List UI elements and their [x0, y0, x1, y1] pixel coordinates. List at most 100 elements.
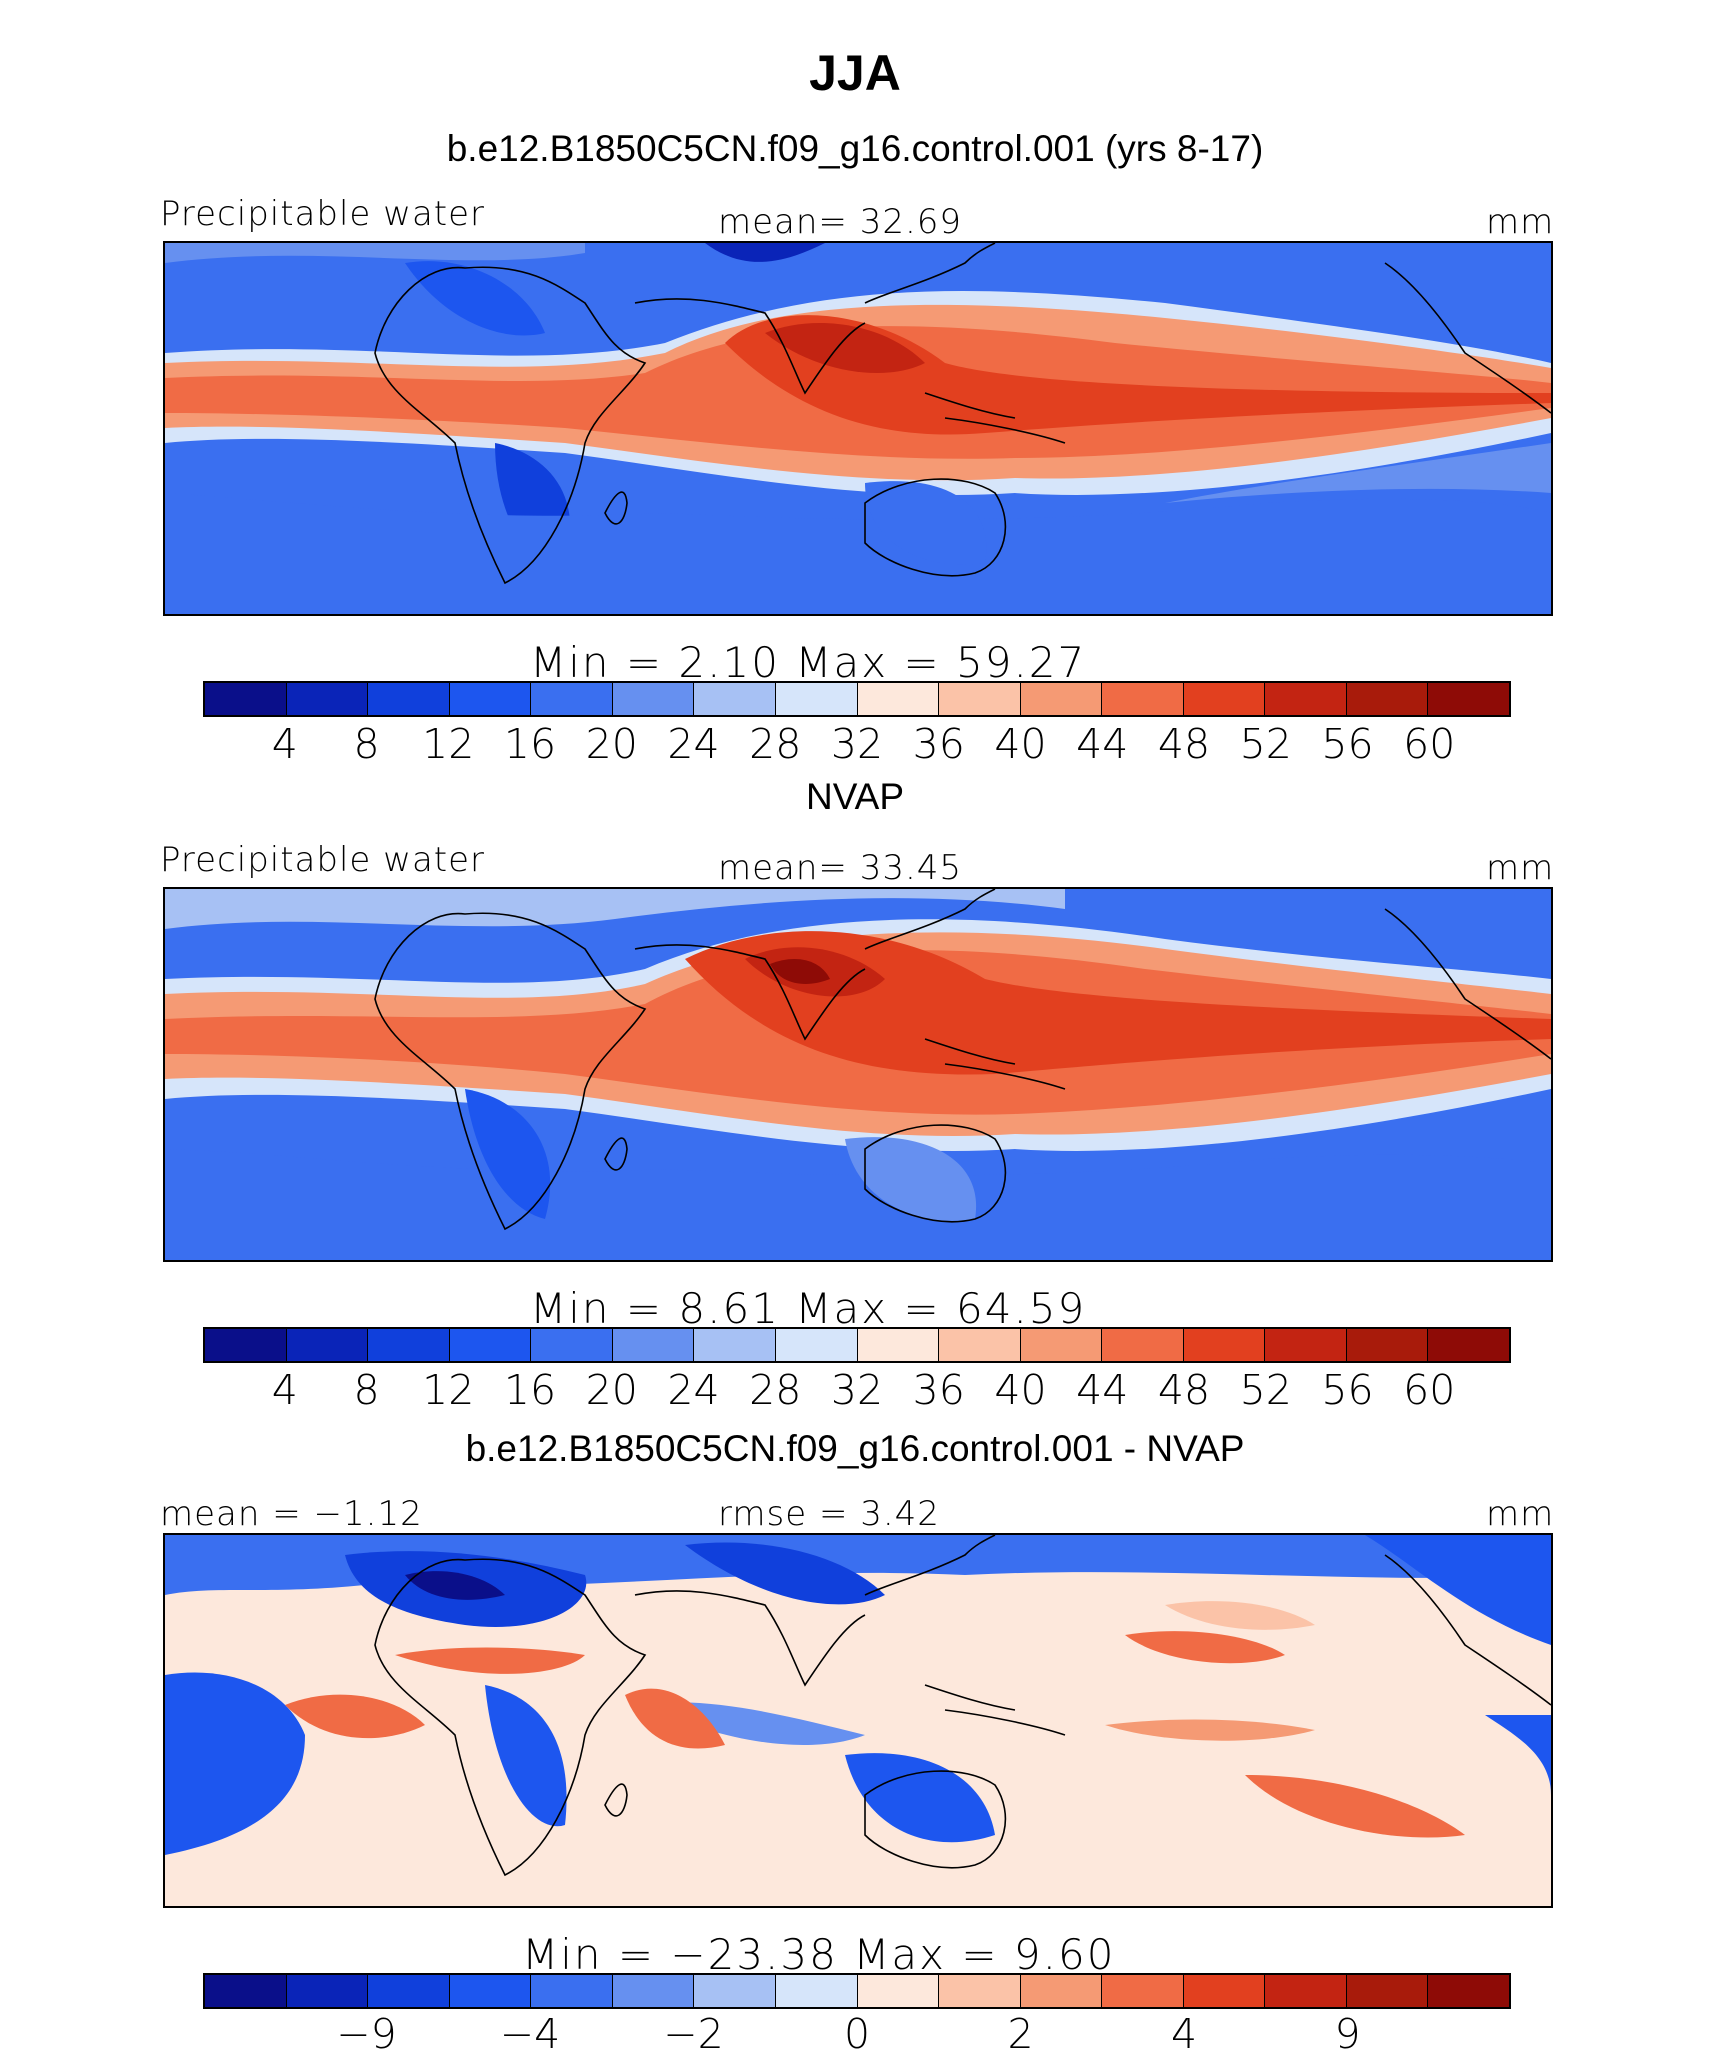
- colorbar-tick-label: 16: [503, 720, 557, 768]
- colorbar-segment: [775, 683, 858, 715]
- colorbar-tick-label: 28: [749, 720, 802, 768]
- colorbar-segment: [939, 1329, 1021, 1361]
- colorbar-segment: [1265, 683, 1347, 715]
- colorbar-segment: [1346, 683, 1429, 715]
- colorbar-tick-label: 36: [912, 720, 965, 768]
- colorbar-segment: [612, 1329, 695, 1361]
- panel-3-units: mm: [1486, 1494, 1555, 1534]
- panel-1-subtitle: b.e12.B1850C5CN.f09_g16.control.001 (yrs…: [446, 128, 1264, 169]
- colorbar-tick-label: 40: [994, 720, 1047, 768]
- colorbar-tick-label: 36: [912, 1366, 965, 1414]
- colorbar-segment: [1265, 1975, 1347, 2007]
- colorbar-segment: [1102, 1329, 1184, 1361]
- colorbar-tick-label: 2: [1007, 2010, 1034, 2058]
- colorbar-tick-label: 8: [353, 1366, 380, 1414]
- colorbar-tick-label: 4: [271, 1366, 298, 1414]
- panel-2-subtitle: NVAP: [805, 776, 904, 817]
- colorbar-segment: [531, 1975, 613, 2007]
- colorbar-segment: [531, 683, 613, 715]
- colorbar-segment: [857, 683, 940, 715]
- colorbar-segment: [205, 1329, 287, 1361]
- colorbar-segment: [694, 683, 776, 715]
- colorbar-tick-label: −4: [499, 2010, 561, 2058]
- colorbar-tick-label: 44: [1076, 720, 1129, 768]
- colorbar-segment: [857, 1975, 940, 2007]
- colorbar-tick-label: 60: [1403, 1366, 1456, 1414]
- panel-3-map: [163, 1533, 1553, 1908]
- colorbar-tick-label: 20: [585, 1366, 638, 1414]
- colorbar-segment: [1183, 1975, 1266, 2007]
- colorbar-segment: [1346, 1975, 1429, 2007]
- colorbar-tick-label: 60: [1403, 720, 1456, 768]
- panel-2-minmax: Min = 8.61 Max = 64.59: [530, 1284, 1087, 1333]
- panel-1-mean-label: mean= 32.69: [718, 202, 963, 242]
- colorbar-tick-label: −2: [663, 2010, 724, 2058]
- colorbar-tick-label: 56: [1321, 1366, 1374, 1414]
- panel-1-colorbar: [203, 681, 1511, 717]
- colorbar-tick-label: 44: [1076, 1366, 1129, 1414]
- colorbar-tick-label: 32: [830, 1366, 884, 1414]
- colorbar-tick-label: 4: [271, 720, 298, 768]
- colorbar-segment: [1020, 1975, 1103, 2007]
- colorbar-segment: [1428, 1975, 1509, 2007]
- colorbar-tick-label: 0: [843, 2010, 871, 2058]
- colorbar-tick-label: 12: [422, 720, 475, 768]
- colorbar-tick-label: 32: [830, 720, 884, 768]
- colorbar-segment: [368, 683, 450, 715]
- panel-3-minmax: Min = −23.38 Max = 9.60: [522, 1930, 1116, 1979]
- colorbar-segment: [1020, 683, 1103, 715]
- colorbar-tick-label: 24: [667, 1366, 720, 1414]
- colorbar-tick-label: 48: [1157, 1366, 1211, 1414]
- colorbar-segment: [531, 1329, 613, 1361]
- panel-2-map: [163, 887, 1553, 1262]
- colorbar-segment: [368, 1329, 450, 1361]
- colorbar-segment: [775, 1975, 858, 2007]
- colorbar-segment: [612, 683, 695, 715]
- colorbar-segment: [694, 1329, 776, 1361]
- colorbar-segment: [449, 1975, 532, 2007]
- colorbar-segment: [939, 683, 1021, 715]
- panel-1-units: mm: [1486, 202, 1555, 242]
- colorbar-segment: [286, 1975, 369, 2007]
- main-title: JJA: [809, 45, 901, 101]
- colorbar-segment: [1102, 683, 1184, 715]
- colorbar-tick-label: 4: [1170, 2010, 1198, 2058]
- colorbar-tick-label: 28: [749, 1366, 802, 1414]
- colorbar-segment: [368, 1975, 450, 2007]
- colorbar-segment: [205, 1975, 287, 2007]
- colorbar-tick-label: 8: [353, 720, 380, 768]
- colorbar-segment: [1183, 683, 1266, 715]
- panel-2-colorbar: [203, 1327, 1511, 1363]
- colorbar-segment: [449, 683, 532, 715]
- panel-1-map: [163, 241, 1553, 616]
- colorbar-segment: [1265, 1329, 1347, 1361]
- colorbar-tick-label: 52: [1239, 720, 1292, 768]
- colorbar-tick-label: 48: [1157, 720, 1211, 768]
- panel-2-units: mm: [1486, 848, 1555, 888]
- colorbar-segment: [286, 683, 369, 715]
- colorbar-segment: [1428, 683, 1509, 715]
- panel-1-variable-label: Precipitable water: [160, 194, 486, 234]
- colorbar-segment: [612, 1975, 695, 2007]
- panel-3-rmse-label: rmse = 3.42: [718, 1494, 940, 1534]
- colorbar-tick-label: 52: [1239, 1366, 1292, 1414]
- colorbar-tick-label: 12: [422, 1366, 475, 1414]
- colorbar-segment: [1346, 1329, 1429, 1361]
- colorbar-segment: [1102, 1975, 1184, 2007]
- colorbar-tick-label: −9: [336, 2010, 397, 2058]
- colorbar-tick-label: 16: [503, 1366, 557, 1414]
- panel-2-contour-field: [165, 889, 1551, 1260]
- colorbar-segment: [1183, 1329, 1266, 1361]
- colorbar-segment: [694, 1975, 776, 2007]
- panel-3-colorbar: [203, 1973, 1511, 2009]
- colorbar-segment: [939, 1975, 1021, 2007]
- panel-1-contour-field: [165, 243, 1551, 614]
- colorbar-segment: [449, 1329, 532, 1361]
- colorbar-tick-label: 24: [667, 720, 720, 768]
- panel-1-colorbar-ticks: 4 8 12 16 20 24 28 32 36 40 44 48 52 56 60: [203, 720, 1511, 770]
- panel-2-variable-label: Precipitable water: [160, 840, 486, 880]
- colorbar-tick-label: 56: [1321, 720, 1374, 768]
- colorbar-segment: [857, 1329, 940, 1361]
- panel-3-colorbar-ticks: −9 −4 −2 0 2 4 9: [203, 2010, 1511, 2060]
- panel-2-colorbar-ticks: 4 8 12 16 20 24 28 32 36 40 44 48 52 56 60: [203, 1366, 1511, 1416]
